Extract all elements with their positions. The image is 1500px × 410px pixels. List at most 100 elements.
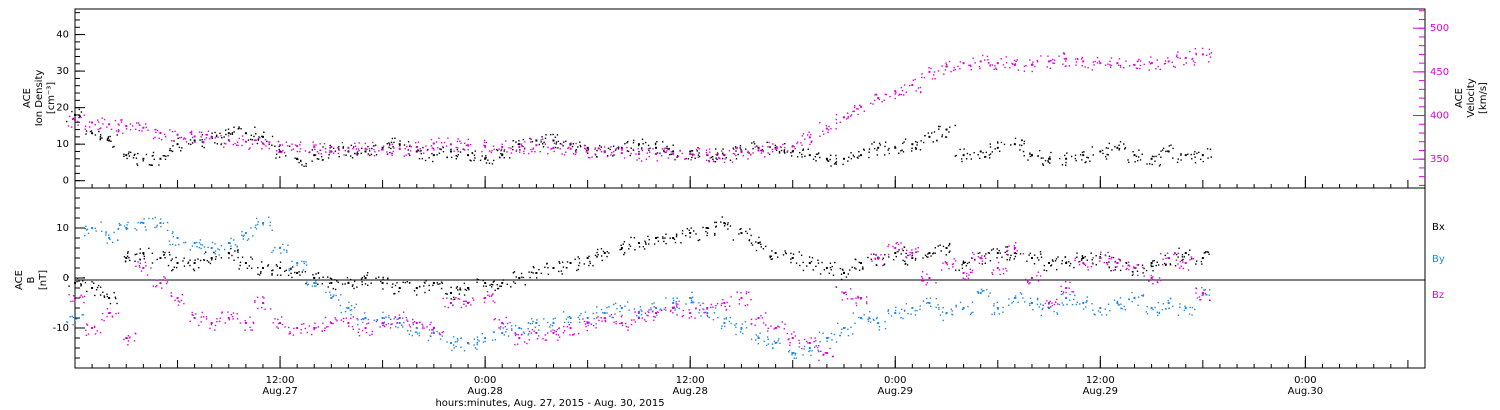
density-point (1184, 154, 1187, 157)
bx-point-jitter (724, 223, 726, 225)
bx-point (672, 237, 675, 239)
velocity-point-jitter (403, 155, 405, 157)
density-point-jitter (1066, 152, 1068, 154)
by-point-jitter (772, 347, 774, 349)
density-point-jitter (989, 153, 992, 155)
density-point-jitter (107, 137, 109, 139)
velocity-point-jitter (1149, 63, 1151, 65)
by-point-jitter (214, 253, 216, 255)
density-point-jitter (873, 141, 875, 143)
bz-point (535, 332, 538, 334)
density-point-jitter (1081, 159, 1083, 161)
bz-point-jitter (1195, 292, 1197, 294)
bz-point-jitter (736, 291, 738, 293)
by-point-jitter (198, 242, 201, 244)
velocity-point (535, 144, 538, 147)
bx-point-jitter (934, 247, 937, 249)
bx-point-jitter (80, 283, 82, 285)
bx-point-jitter (1055, 258, 1058, 260)
velocity-point (193, 135, 196, 138)
by-point-jitter (1051, 304, 1054, 307)
bx-point-jitter (1081, 255, 1084, 257)
density-point-jitter (868, 156, 870, 159)
b-axis-tick-label: 10 (56, 223, 69, 234)
density-point-jitter (1106, 153, 1108, 156)
velocity-point-jitter (202, 142, 205, 144)
density-point-jitter (847, 160, 849, 162)
bx-point-jitter (80, 284, 82, 286)
bx-point-jitter (1189, 249, 1191, 251)
bx-point-jitter (954, 269, 957, 271)
by-point-jitter (101, 230, 103, 232)
by-point-jitter (1120, 303, 1122, 305)
bz-point (723, 302, 726, 304)
bz-point-jitter (563, 325, 565, 328)
density-point-jitter (903, 141, 905, 143)
density-point-jitter (883, 154, 886, 156)
velocity-point-jitter (236, 141, 239, 144)
velocity-point-jitter (677, 155, 680, 158)
bx-point-jitter (738, 233, 740, 235)
by-point-jitter (527, 322, 530, 324)
velocity-point (706, 153, 709, 156)
by-point-jitter (852, 312, 854, 314)
bz-point-jitter (514, 334, 517, 337)
density-axis-tick-label: 0 (63, 176, 69, 187)
density-point-jitter (179, 150, 182, 152)
by-point-jitter (159, 218, 162, 220)
bx-point-jitter (535, 277, 538, 279)
bz-point-jitter (289, 331, 291, 333)
velocity-point-jitter (1034, 65, 1036, 68)
velocity-point-jitter (645, 158, 648, 160)
density-point-jitter (835, 158, 838, 160)
by-point-jitter (927, 301, 929, 304)
velocity-point-jitter (520, 143, 523, 145)
by-point-jitter (602, 312, 604, 314)
bx-point-jitter (124, 260, 127, 263)
velocity-point-jitter (736, 146, 739, 149)
density-point (979, 150, 982, 153)
bz-point-jitter (216, 320, 218, 323)
by-point-jitter (1142, 295, 1144, 297)
by-point-jitter (868, 316, 870, 319)
velocity-point-jitter (637, 148, 639, 150)
density-point-jitter (371, 147, 373, 150)
density-point-jitter (305, 165, 307, 167)
density-point-jitter (266, 140, 268, 143)
density-point-jitter (374, 144, 377, 146)
velocity-point-jitter (988, 62, 990, 64)
bx-point-jitter (291, 276, 293, 279)
by-point-jitter (383, 321, 386, 323)
density-point-jitter (862, 148, 865, 150)
velocity-point-jitter (118, 129, 120, 132)
velocity-point (825, 127, 828, 130)
velocity-point-jitter (316, 151, 319, 153)
by-point-jitter (922, 300, 925, 302)
by-point-jitter (1069, 293, 1071, 296)
bx-point-jitter (566, 261, 569, 263)
bx-point-jitter (638, 246, 641, 248)
density-point-jitter (542, 143, 544, 145)
velocity-point (313, 145, 316, 148)
density-point-jitter (571, 145, 574, 148)
density-point-jitter (261, 135, 263, 138)
velocity-point-jitter (1125, 60, 1127, 62)
bx-point-jitter (815, 265, 817, 268)
velocity-point-jitter (72, 118, 74, 120)
bz-point-jitter (133, 340, 136, 342)
velocity-axis-title-line1: ACE (1454, 88, 1465, 108)
velocity-point-jitter (355, 148, 358, 150)
bx-point-jitter (638, 242, 641, 244)
by-point-jitter (452, 336, 455, 338)
bz-point-jitter (682, 309, 685, 312)
density-point-jitter (1104, 155, 1107, 158)
velocity-point-jitter (1185, 62, 1188, 64)
density-point-jitter (152, 151, 155, 154)
velocity-point-jitter (574, 153, 577, 156)
velocity-point-jitter (982, 54, 984, 57)
by-point-jitter (1206, 293, 1208, 296)
by-point-jitter (744, 321, 747, 323)
bz-point-jitter (429, 323, 431, 326)
density-point-jitter (1151, 155, 1154, 157)
velocity-point-jitter (524, 141, 526, 143)
